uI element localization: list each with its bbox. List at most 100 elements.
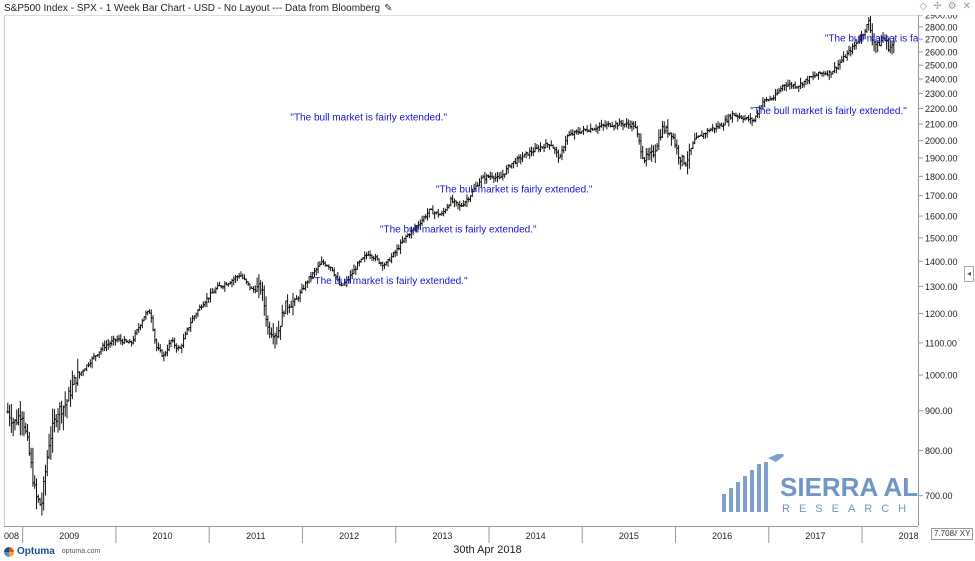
ohlc-bar: [112, 335, 116, 346]
ohlc-bar: [262, 285, 266, 316]
ohlc-bar: [60, 400, 64, 424]
diamond-icon[interactable]: ◇: [919, 1, 928, 12]
ohlc-bar: [650, 144, 654, 162]
ohlc-bar: [673, 133, 677, 149]
chart-plot-area[interactable]: "The bull market is fairly extended." "Th…: [4, 13, 975, 527]
edit-pencil-icon[interactable]: ✎: [384, 2, 393, 14]
ohlc-bar: [260, 281, 264, 301]
ohlc-bar: [802, 80, 806, 88]
ohlc-bar: [793, 81, 797, 89]
y-tick-label: 800.00: [925, 446, 953, 456]
optuma-logo[interactable]: Optuma optuma.com: [4, 546, 100, 557]
watermark-bar-icon: [736, 482, 740, 512]
ohlc-bar: [85, 364, 89, 372]
ohlc-bar: [117, 334, 121, 342]
optuma-brand: Optuma: [17, 546, 55, 557]
chart-toolbar: ◇ ✢ ⚙ ✕: [920, 1, 971, 12]
ohlc-bar: [78, 371, 82, 379]
ohlc-bar: [49, 426, 53, 460]
ohlc-bar: [381, 261, 385, 271]
ohlc-bar: [635, 125, 639, 138]
pin-icon[interactable]: ✢: [933, 1, 942, 12]
ohlc-bar: [20, 411, 24, 436]
ohlc-bar: [287, 304, 291, 314]
ohlc-bar: [452, 198, 456, 208]
ohlc-bar: [390, 253, 394, 264]
ohlc-bar: [207, 297, 211, 303]
ohlc-bar: [449, 196, 453, 207]
y-tick-label: 1400.00: [925, 257, 958, 267]
ohlc-bar: [714, 123, 718, 133]
ohlc-bar: [269, 327, 273, 338]
ohlc-bar: [646, 148, 650, 161]
optuma-url: optuma.com: [61, 548, 101, 555]
ohlc-bar: [142, 316, 146, 322]
ohlc-bar: [302, 284, 306, 291]
ohlc-bar: [402, 237, 406, 244]
ohlc-bar: [671, 132, 675, 140]
x-tick-label: 2017: [805, 531, 825, 541]
ohlc-bar: [151, 315, 155, 332]
x-tick-label: 2018: [899, 531, 918, 541]
ohlc-bar: [164, 351, 168, 357]
ohlc-bar: [648, 147, 652, 161]
ohlc-bar: [490, 172, 494, 179]
ohlc-bar: [845, 50, 849, 61]
ohlc-bar: [678, 157, 682, 170]
ohlc-bar: [208, 288, 212, 303]
time-axis[interactable]: 008 2009 2010 2011 2012 2013 2014 2015 2016 2017 2…: [4, 526, 919, 543]
ohlc-bar: [11, 417, 15, 437]
ohlc-bar: [40, 492, 44, 516]
price-bars: [6, 13, 896, 516]
ohlc-bar: [363, 251, 367, 263]
ohlc-bar: [666, 119, 670, 138]
ohlc-bar: [185, 327, 189, 336]
ohlc-bar: [133, 330, 137, 342]
ohlc-bar: [533, 142, 537, 153]
y-tick-label: 700.00: [925, 491, 953, 501]
ohlc-bar: [528, 147, 532, 159]
ohlc-bar: [9, 404, 13, 433]
ohlc-bar: [530, 146, 534, 157]
ohlc-bar: [718, 122, 722, 129]
ohlc-bar: [773, 88, 777, 101]
ohlc-bar: [892, 37, 896, 54]
ohlc-bar: [101, 342, 105, 352]
watermark-bar-icon: [722, 494, 726, 512]
ohlc-bar: [99, 347, 103, 355]
ohlc-bar: [804, 78, 808, 86]
ohlc-bar: [248, 283, 252, 291]
y-tick-label: 1900.00: [925, 154, 958, 164]
y-tick-label: 2200.00: [925, 104, 958, 114]
x-tick-label: 2015: [619, 531, 639, 541]
settings-icon[interactable]: ⚙: [947, 1, 957, 12]
ohlc-bar: [628, 120, 632, 129]
ohlc-bar: [54, 413, 58, 428]
ohlc-bar: [45, 450, 49, 477]
annotation-label: "The bull market is fairly extended.": [290, 112, 447, 123]
ohlc-bar: [277, 320, 281, 338]
zoom-readout[interactable]: 7.708⫽ XY: [931, 528, 974, 540]
ohlc-bar: [504, 165, 508, 175]
ohlc-bar: [33, 475, 37, 489]
annotation-label: "The bull market is fairly extended.": [436, 185, 593, 196]
ohlc-bar: [684, 161, 688, 167]
ohlc-bar: [460, 202, 464, 207]
ohlc-bar: [386, 259, 390, 267]
ohlc-bar: [813, 71, 817, 79]
y-tick-label: 2300.00: [925, 89, 958, 99]
ohlc-bar: [750, 117, 754, 126]
ohlc-bar: [436, 208, 440, 218]
ohlc-bar: [27, 431, 31, 456]
ohlc-bar: [373, 253, 377, 262]
ohlc-bar: [130, 340, 134, 347]
ohlc-bar: [108, 340, 112, 349]
collapse-panel-arrow-icon[interactable]: ◂: [964, 266, 974, 282]
x-tick-label: 2011: [246, 531, 265, 541]
close-icon[interactable]: ✕: [962, 1, 971, 12]
price-axis[interactable]: 700.00 800.00 900.00 1000.00 1100.00 1200.00 1…: [918, 11, 971, 526]
ohlc-bar: [232, 276, 236, 286]
watermark-subtitle: RESEARCH: [782, 503, 915, 515]
price-chart: "The bull market is fairly extended." "Th…: [6, 13, 975, 516]
annotations: "The bull market is fairly extended." "Th…: [290, 33, 975, 287]
